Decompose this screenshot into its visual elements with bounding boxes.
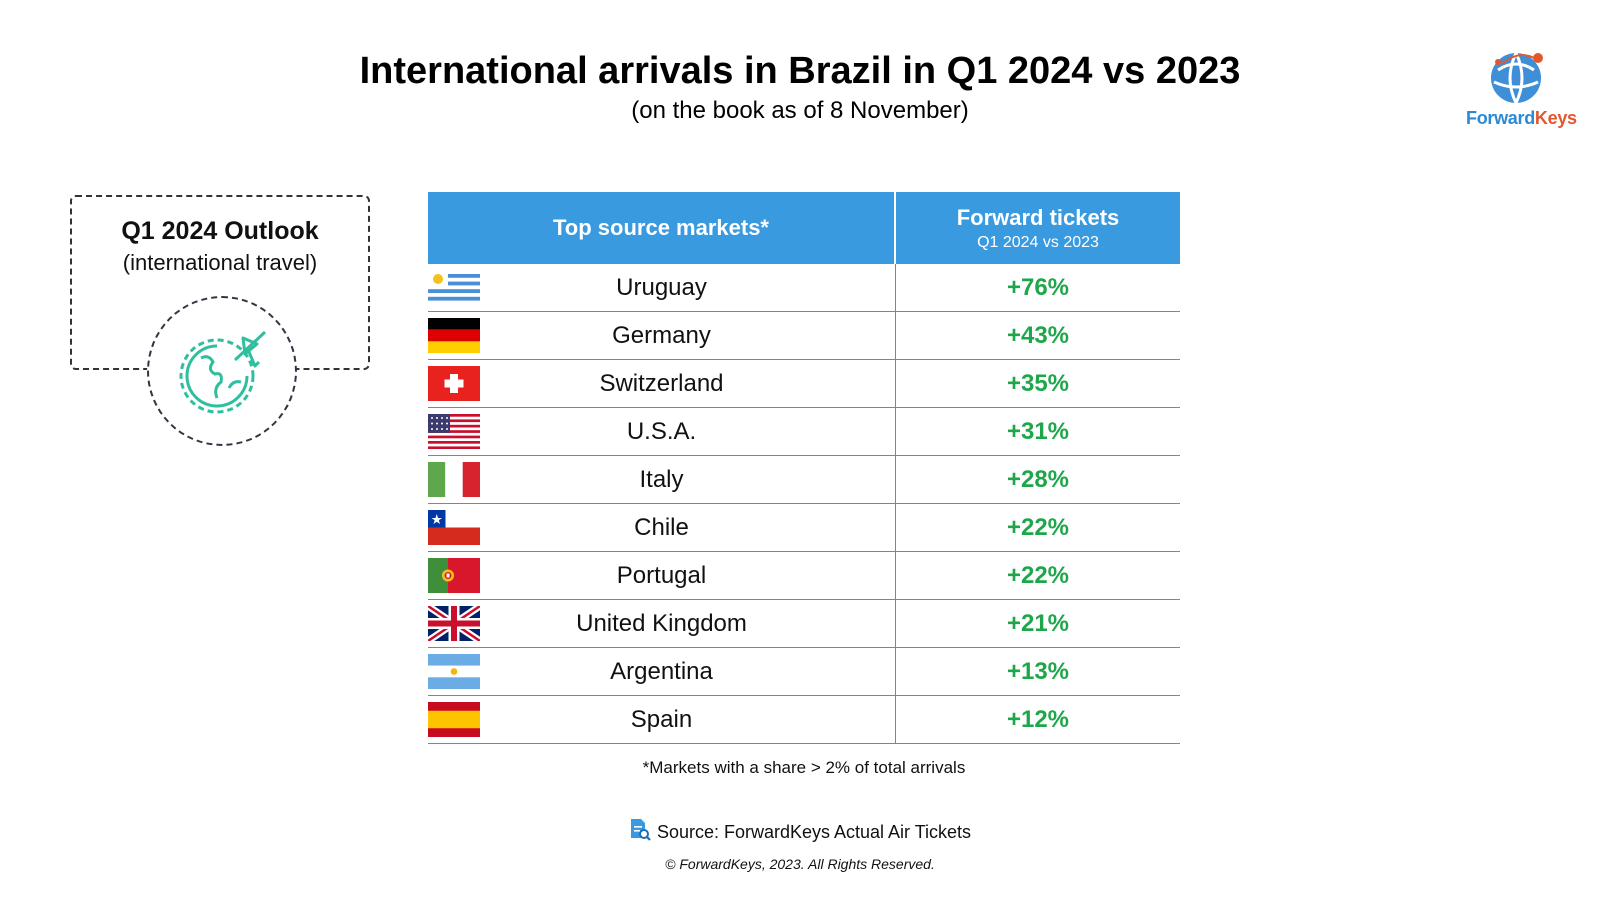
usa-flag-icon: [428, 414, 480, 449]
ticket-change: +28%: [1006, 465, 1070, 493]
table-row: Germany +43%: [428, 312, 1180, 360]
table-row: Spain +12%: [428, 696, 1180, 744]
globe-logo-icon: [1491, 52, 1543, 104]
outlook-title: Q1 2024 Outlook: [121, 217, 319, 245]
country-name: United Kingdom: [576, 609, 747, 637]
ticket-change: +31%: [1006, 417, 1070, 445]
table-row: Uruguay +76%: [428, 264, 1180, 312]
table-row: Portugal +22%: [428, 552, 1180, 600]
ticket-change: +22%: [1006, 513, 1070, 541]
logo-wordmark: ForwardKeys: [1466, 108, 1577, 128]
spain-flag-icon: [428, 702, 480, 737]
col-header-tickets: Forward tickets Q1 2024 vs 2023: [896, 192, 1180, 264]
page-title: International arrivals in Brazil in Q1 2…: [359, 50, 1241, 92]
country-name: Portugal: [616, 561, 707, 589]
ticket-change: +12%: [1006, 705, 1070, 733]
uruguay-flag-icon: [428, 270, 480, 305]
country-name: Switzerland: [599, 369, 724, 397]
country-name: Uruguay: [616, 273, 707, 301]
forwardkeys-logo: ForwardKeys: [1466, 48, 1577, 138]
table-row: Chile +22%: [428, 504, 1180, 552]
col-header-markets: Top source markets*: [428, 192, 896, 264]
ticket-change: +13%: [1006, 657, 1070, 685]
globe-airplane-icon: [147, 296, 297, 446]
col-header-tickets-sub: Q1 2024 vs 2023: [977, 233, 1099, 251]
switzerland-flag-icon: [428, 366, 480, 401]
table-row: Argentina +13%: [428, 648, 1180, 696]
table-row: Italy +28%: [428, 456, 1180, 504]
argentina-flag-icon: [428, 654, 480, 689]
document-search-icon: [630, 819, 651, 841]
copyright: © ForwardKeys, 2023. All Rights Reserved…: [665, 856, 935, 872]
footnote: *Markets with a share > 2% of total arri…: [642, 758, 966, 777]
country-name: Argentina: [610, 657, 713, 685]
table-row: Switzerland +35%: [428, 360, 1180, 408]
table-header: Top source markets* Forward tickets Q1 2…: [428, 192, 1180, 264]
country-name: Spain: [630, 705, 693, 733]
ticket-change: +76%: [1006, 273, 1070, 301]
source-markets-table: Top source markets* Forward tickets Q1 2…: [428, 192, 1180, 744]
ticket-change: +22%: [1006, 561, 1070, 589]
portugal-flag-icon: [428, 558, 480, 593]
uk-flag-icon: [428, 606, 480, 641]
country-name: Italy: [639, 465, 684, 493]
table-row: United Kingdom +21%: [428, 600, 1180, 648]
source-text: Source: ForwardKeys Actual Air Tickets: [656, 822, 972, 842]
outlook-subtitle: (international travel): [122, 250, 318, 275]
germany-flag-icon: [428, 318, 480, 353]
country-name: U.S.A.: [626, 417, 697, 445]
chile-flag-icon: [428, 510, 480, 545]
italy-flag-icon: [428, 462, 480, 497]
page-subtitle: (on the book as of 8 November): [631, 97, 969, 124]
ticket-change: +43%: [1006, 321, 1070, 349]
col-header-tickets-title: Forward tickets: [956, 204, 1120, 230]
source-line: Source: ForwardKeys Actual Air Tickets: [0, 818, 1600, 843]
ticket-change: +21%: [1006, 609, 1070, 637]
country-name: Germany: [612, 321, 711, 349]
country-name: Chile: [634, 513, 689, 541]
table-row: U.S.A. +31%: [428, 408, 1180, 456]
ticket-change: +35%: [1006, 369, 1070, 397]
